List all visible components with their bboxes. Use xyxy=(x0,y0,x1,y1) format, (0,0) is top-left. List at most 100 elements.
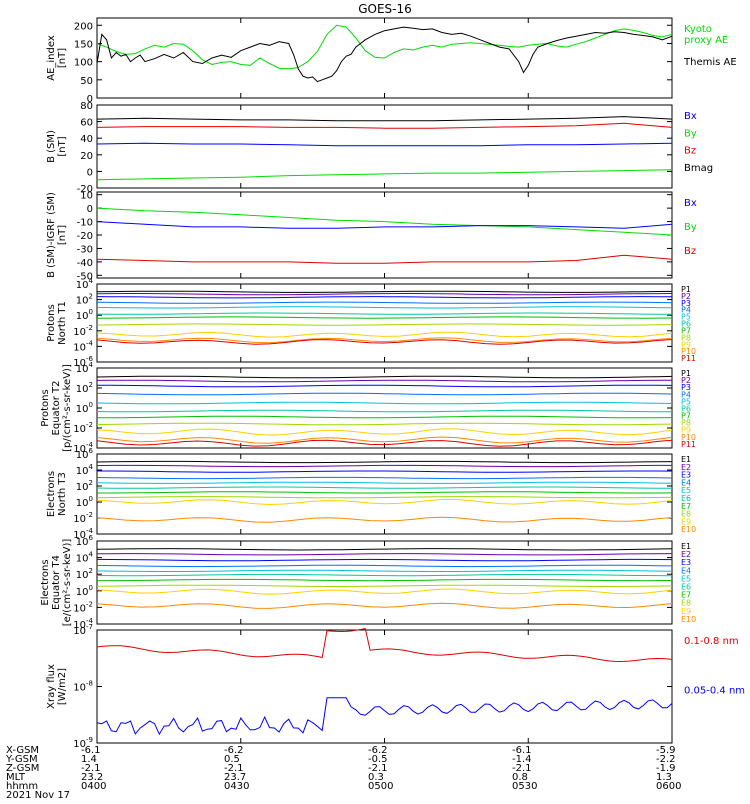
y-axis-label: [W/m2] xyxy=(57,668,68,705)
y-tick-label: 104 xyxy=(76,361,94,375)
footer-value: 0600 xyxy=(656,781,682,792)
y-tick-label: 10-2 xyxy=(73,511,93,525)
footer-value: -0.5 xyxy=(368,754,388,765)
y-tick-label: 104 xyxy=(76,463,94,477)
y-tick-label: 80 xyxy=(80,101,93,112)
y-tick-label: 150 xyxy=(74,39,93,50)
y-axis-label: AE_index xyxy=(46,35,57,81)
footer-value: -6.2 xyxy=(368,745,388,756)
legend-p3: P3 xyxy=(681,383,691,392)
series-p6 xyxy=(96,312,673,315)
series-p1 xyxy=(96,375,673,379)
y-tick-label: 100 xyxy=(76,584,93,598)
footer-label-x-gsm: X-GSM xyxy=(6,745,40,756)
series-themis-ae xyxy=(96,26,673,83)
footer-value: -6.2 xyxy=(224,745,244,756)
series-by xyxy=(96,169,673,181)
y-tick-label: -20 xyxy=(77,184,93,195)
legend-kyoto-proxy-ae: Kyoto xyxy=(684,24,712,35)
y-axis-label: Equator T2 xyxy=(51,381,62,436)
legend-bz: Bz xyxy=(684,146,696,157)
series-e9 xyxy=(96,499,673,506)
footer-value: 23.7 xyxy=(224,772,247,783)
legend-kyoto-proxy-ae: proxy AE xyxy=(684,35,728,46)
footer-value: -1.9 xyxy=(656,763,676,774)
footer-value: 0.8 xyxy=(512,772,528,783)
series-p4 xyxy=(96,392,673,396)
series-p4 xyxy=(96,301,673,304)
series-e8 xyxy=(96,584,673,587)
footer-value: 0.3 xyxy=(368,772,384,783)
y-tick-label: 0 xyxy=(87,94,93,105)
legend-p5: P5 xyxy=(681,313,691,322)
series-e10 xyxy=(96,602,673,609)
footer-value: 0.5 xyxy=(224,754,240,765)
footer-value: 0500 xyxy=(368,781,394,792)
legend-p10: P10 xyxy=(681,347,696,356)
series-p10 xyxy=(96,337,673,344)
series-e4 xyxy=(96,476,673,480)
y-axis-label: North T3 xyxy=(57,472,68,516)
legend-p8: P8 xyxy=(681,333,691,342)
series-e1 xyxy=(96,548,673,551)
legend-p7: P7 xyxy=(681,326,691,335)
legend-p7: P7 xyxy=(681,412,691,421)
y-tick-label: 104 xyxy=(76,551,94,565)
series-e6 xyxy=(96,486,672,489)
legend-e9: E9 xyxy=(681,517,691,526)
series-e6 xyxy=(96,573,673,577)
footer-value: 1.4 xyxy=(81,754,97,765)
legend-e5: E5 xyxy=(681,574,691,583)
y-tick-label: -30 xyxy=(77,244,93,255)
legend-themis-ae: Themis AE xyxy=(683,57,737,68)
footer-value: -2.1 xyxy=(512,763,532,774)
series-p5 xyxy=(96,401,673,405)
legend-p8: P8 xyxy=(681,419,691,428)
footer-date: 2021 Nov 17 xyxy=(6,790,71,801)
series-e7 xyxy=(96,578,673,582)
legend-p5: P5 xyxy=(681,397,691,406)
series-bmag xyxy=(96,116,673,122)
y-axis-label: Equator T4 xyxy=(51,555,62,610)
footer-value: 23.2 xyxy=(81,772,104,783)
series-bz xyxy=(96,254,673,264)
y-tick-label: 50 xyxy=(80,76,93,87)
legend-p4: P4 xyxy=(681,390,691,399)
y-tick-label: 100 xyxy=(76,308,93,322)
y-tick-label: 10-2 xyxy=(73,324,93,338)
y-axis-label: B (SM) xyxy=(46,130,57,163)
legend-0-05-0-4-nm: 0.05-0.4 nm xyxy=(684,686,745,697)
y-tick-label: -20 xyxy=(77,231,93,242)
legend-e1: E1 xyxy=(681,455,691,464)
y-axis-label: Electrons xyxy=(46,471,57,517)
panel-frame-b xyxy=(96,104,673,189)
footer-value: 1.3 xyxy=(656,772,672,783)
y-axis-label: [p/(cm²-s-sr-keV)] xyxy=(62,364,73,452)
series-e2 xyxy=(96,464,672,468)
y-tick-label: 102 xyxy=(76,567,93,581)
y-axis-label: B (SM)-IGRF (SM) xyxy=(46,192,57,278)
legend-by: By xyxy=(684,128,697,139)
legend-e10: E10 xyxy=(681,615,696,624)
y-axis-label: Protons xyxy=(46,304,57,341)
legend-e6: E6 xyxy=(681,583,691,592)
legend-e7: E7 xyxy=(681,591,691,600)
series-by xyxy=(96,207,673,236)
y-axis-label: [nT] xyxy=(57,225,68,245)
y-tick-label: 106 xyxy=(76,534,94,548)
y-axis-label: Xray flux xyxy=(46,664,57,709)
legend-e3: E3 xyxy=(681,471,691,480)
series-e5 xyxy=(96,569,673,572)
series-p3 xyxy=(97,384,673,388)
series-e3 xyxy=(96,558,673,562)
footer-value: 0430 xyxy=(224,781,250,792)
series-0.1-0.8-nm xyxy=(96,628,673,663)
legend-e4: E4 xyxy=(681,478,691,487)
legend-p3: P3 xyxy=(681,299,691,308)
legend-e2: E2 xyxy=(681,463,691,472)
series-e9 xyxy=(96,588,673,595)
y-axis-label: [e/(cm²-s-sr-keV)] xyxy=(62,539,73,627)
y-tick-label: 20 xyxy=(80,151,93,162)
